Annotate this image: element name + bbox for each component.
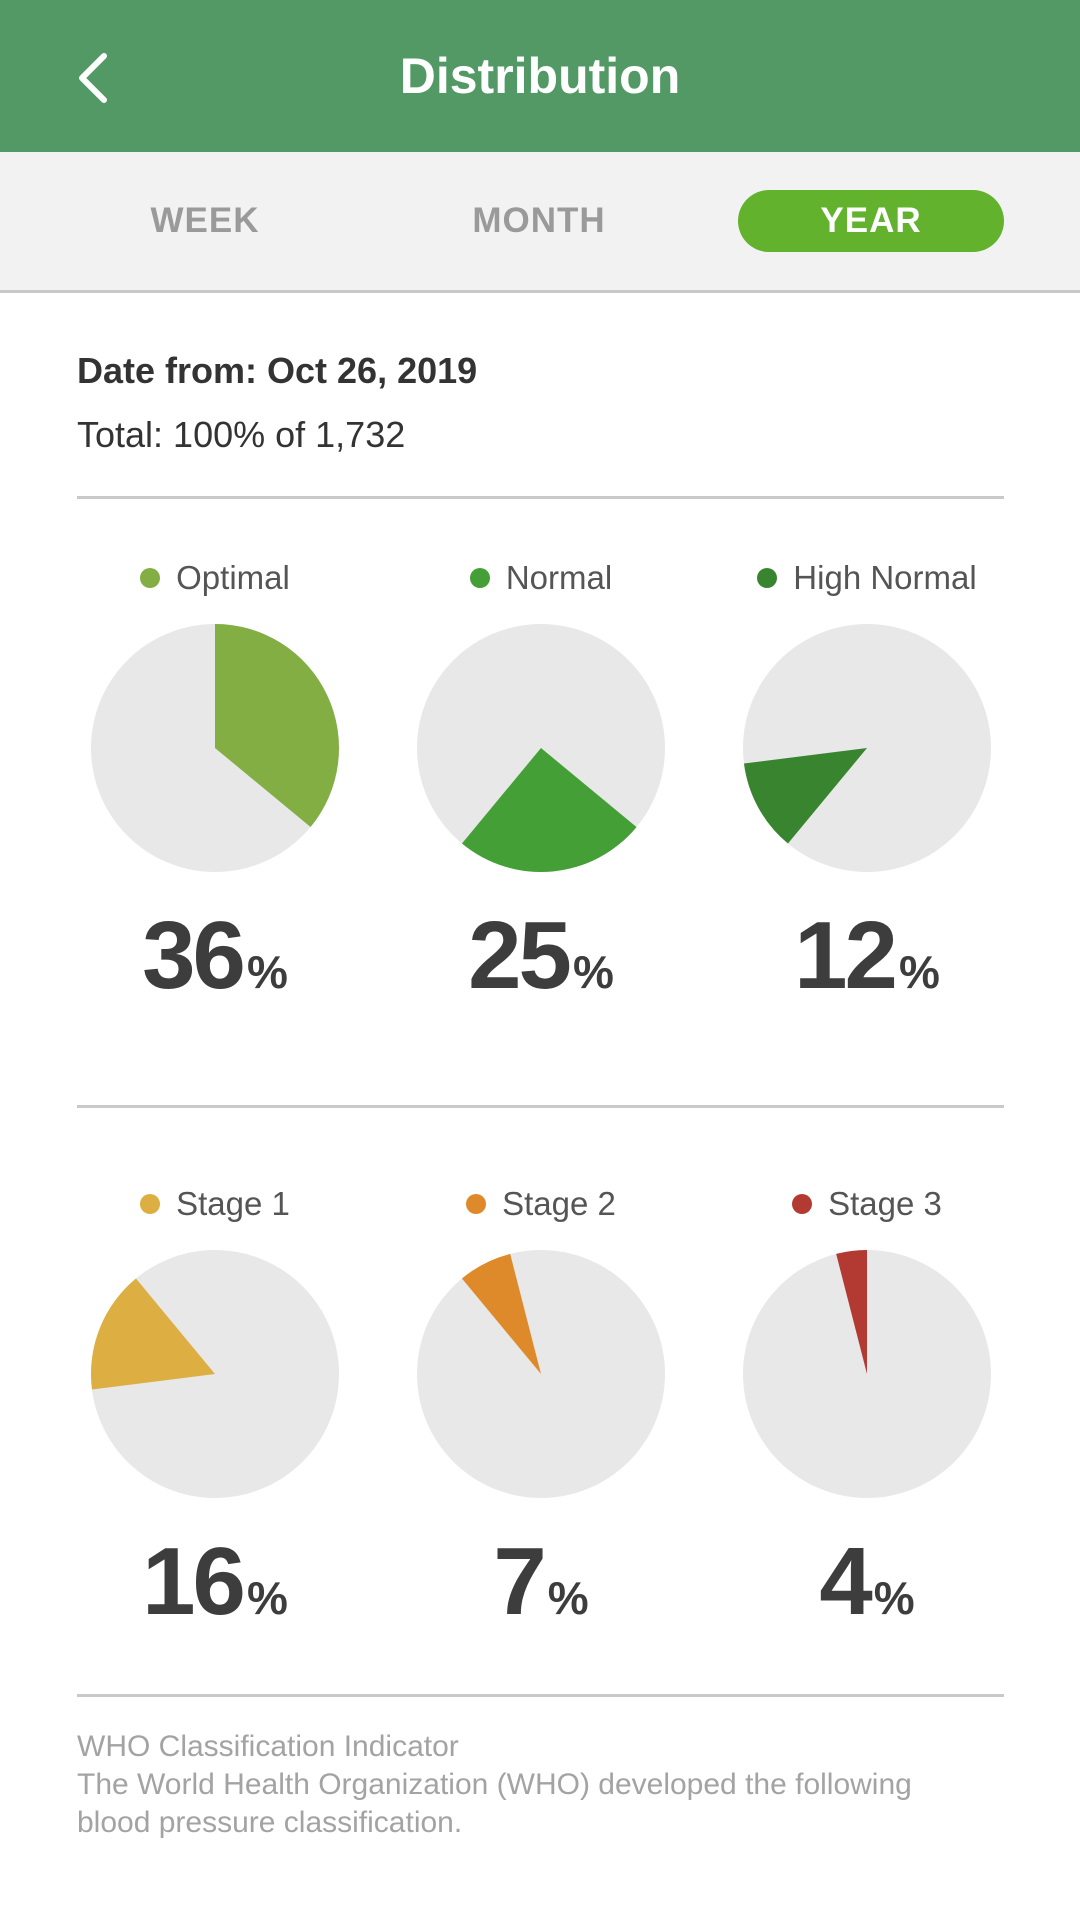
pie-normal — [417, 624, 665, 872]
app-header: Distribution — [0, 0, 1080, 152]
legend-label: Stage 3 — [828, 1185, 942, 1222]
percentage-value: 12 — [794, 902, 898, 1009]
who-info-title: WHO Classification Indicator — [77, 1730, 459, 1763]
pie-stage-1 — [91, 1250, 339, 1498]
page-title: Distribution — [399, 48, 681, 104]
legend-dot — [792, 1194, 813, 1214]
percentage-value: 7 — [493, 1528, 546, 1635]
who-info: WHO Classification Indicator The World H… — [77, 1728, 1007, 1842]
legend-dot — [469, 568, 490, 588]
percentage-value: 16 — [142, 1528, 246, 1635]
percentage-value: 36 — [142, 902, 246, 1009]
legend-dot — [140, 568, 161, 588]
pie-optimal — [91, 624, 339, 872]
chevron-left-icon — [79, 53, 107, 103]
legend-dot — [466, 1194, 487, 1214]
legend-item-high-normal: High Normal — [704, 552, 1030, 604]
percentage-high-normal: 12% — [704, 908, 1030, 1004]
pie-card-optimal: Optimal 36% — [52, 552, 378, 1004]
tab-year[interactable]: YEAR — [738, 190, 1004, 252]
pie-slice-stage-1 — [91, 1278, 215, 1390]
percentage-stage-1: 16% — [52, 1534, 378, 1630]
tab-week[interactable]: WEEK — [150, 201, 260, 240]
legend-dot — [140, 1194, 161, 1214]
legend-dot — [757, 568, 778, 588]
pie-card-normal: Normal 25% — [378, 552, 704, 1004]
tab-month[interactable]: MONTH — [472, 201, 606, 240]
legend-label: Optimal — [176, 559, 290, 596]
pie-slice-normal — [461, 748, 637, 872]
percentage-stage-2: 7% — [378, 1534, 704, 1630]
pie-high-normal — [743, 624, 991, 872]
pie-slice-stage-2 — [461, 1253, 541, 1374]
divider-bottom — [77, 1694, 1004, 1697]
who-info-line-1: The World Health Organization (WHO) deve… — [77, 1768, 912, 1801]
percentage-unit: % — [873, 1572, 915, 1624]
legend-item-normal: Normal — [378, 552, 704, 604]
total-label: Total: 100% of 1,732 — [77, 414, 406, 455]
pie-slice-optimal — [215, 624, 339, 828]
percentage-normal: 25% — [378, 908, 704, 1004]
legend-label: Stage 1 — [176, 1185, 290, 1222]
pie-card-high-normal: High Normal 12% — [704, 552, 1030, 1004]
divider-top — [77, 496, 1004, 499]
legend-label: Stage 2 — [502, 1185, 616, 1222]
percentage-unit: % — [246, 1572, 288, 1624]
percentage-unit: % — [547, 1572, 589, 1624]
legend-item-stage-2: Stage 2 — [378, 1178, 704, 1230]
pie-slice-high-normal — [743, 748, 867, 844]
percentage-unit: % — [246, 946, 288, 998]
percentage-value: 25 — [468, 902, 572, 1009]
percentage-stage-3: 4% — [704, 1534, 1030, 1630]
pie-card-stage-2: Stage 2 7% — [378, 1178, 704, 1630]
percentage-value: 4 — [819, 1528, 872, 1635]
legend-item-stage-1: Stage 1 — [52, 1178, 378, 1230]
percentage-unit: % — [898, 946, 940, 998]
pie-stage-2 — [417, 1250, 665, 1498]
back-button[interactable] — [52, 38, 132, 118]
who-info-line-2: blood pressure classification. — [77, 1806, 463, 1839]
percentage-optimal: 36% — [52, 908, 378, 1004]
pie-card-stage-3: Stage 3 4% — [704, 1178, 1030, 1630]
pie-stage-3 — [743, 1250, 991, 1498]
legend-item-stage-3: Stage 3 — [704, 1178, 1030, 1230]
pie-card-stage-1: Stage 1 16% — [52, 1178, 378, 1630]
divider-middle — [77, 1105, 1004, 1108]
legend-label: High Normal — [793, 559, 977, 596]
date-from-label: Date from: Oct 26, 2019 — [77, 350, 478, 391]
pie-slice-stage-3 — [836, 1250, 867, 1374]
period-tabs: WEEK MONTH YEAR — [0, 152, 1080, 293]
legend-item-optimal: Optimal — [52, 552, 378, 604]
percentage-unit: % — [572, 946, 614, 998]
legend-label: Normal — [505, 559, 613, 596]
